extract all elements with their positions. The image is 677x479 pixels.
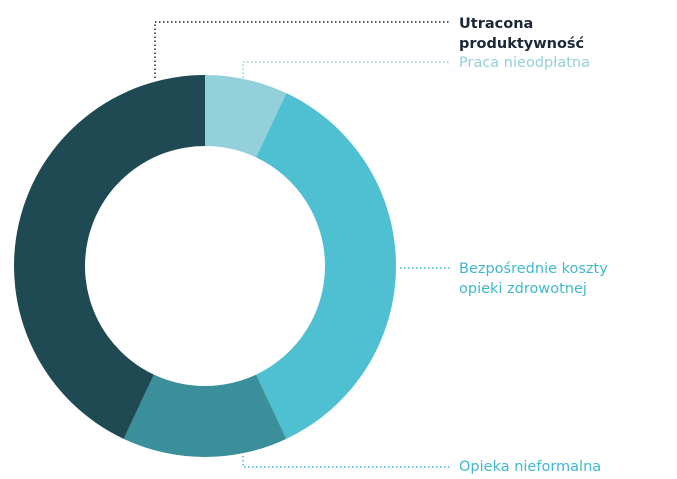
leader-line: [242, 456, 450, 468]
slice-label: Opieka nieformalna: [459, 459, 602, 475]
slice-label: Bezpośrednie koszty opieki zdrowotnej: [459, 261, 608, 297]
leader-line: [242, 61, 450, 78]
donut-slice: [256, 93, 397, 439]
donut-slice: [14, 75, 205, 439]
slice-label: Utracona produktywność: [459, 16, 585, 52]
leader-line: [154, 21, 450, 78]
slices: [14, 75, 397, 457]
donut-slice: [205, 75, 287, 158]
slice-label: Praca nieodpłatna: [459, 55, 590, 71]
donut-slice: [123, 374, 287, 457]
